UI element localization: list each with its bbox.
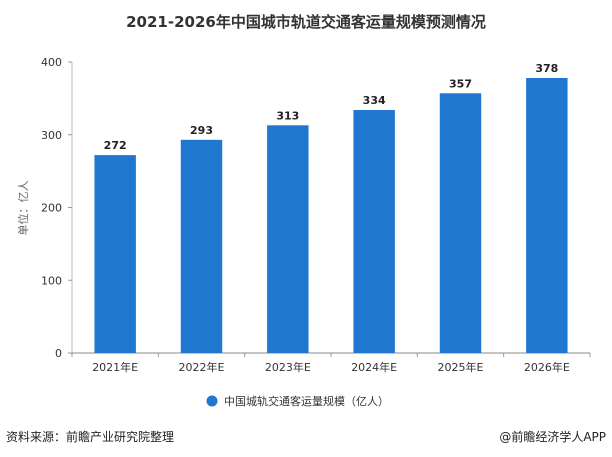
bar-value-label: 313 [276, 109, 299, 122]
x-tick-label: 2024年E [351, 360, 397, 374]
y-tick-label: 100 [41, 274, 62, 287]
bar-value-label: 378 [535, 62, 558, 75]
chart-title: 2021-2026年中国城市轨道交通客运量规模预测情况 [126, 13, 486, 31]
y-ticks: 0 100 200 300 400 [41, 56, 72, 360]
bar-value-label: 357 [449, 77, 472, 90]
bar [353, 110, 395, 353]
bar [94, 155, 136, 353]
y-tick-label: 300 [41, 129, 62, 142]
bar [526, 78, 568, 353]
x-tick-label: 2026年E [524, 360, 570, 374]
y-tick-label: 0 [55, 347, 62, 360]
x-tick-label: 2025年E [438, 360, 484, 374]
bar [180, 139, 223, 353]
y-tick-label: 400 [41, 56, 62, 69]
brand-credit: @前瞻经济学人APP [499, 430, 606, 444]
bar-value-label: 293 [190, 124, 213, 137]
bar-value-label: 334 [363, 94, 386, 107]
y-axis-label: 单位：亿人 [16, 181, 30, 236]
x-tick-label: 2023年E [265, 360, 311, 374]
bars: 272 293 313 334 357 378 [94, 62, 568, 353]
bar-value-label: 272 [104, 139, 127, 152]
bar [439, 93, 482, 353]
bar [267, 125, 309, 353]
legend-label: 中国城轨交通客运量规模（亿人） [224, 394, 389, 408]
x-ticks: 2021年E 2022年E 2023年E 2024年E 2025年E 2026年E [71, 353, 591, 374]
legend-marker [206, 395, 218, 407]
x-tick-label: 2022年E [179, 360, 225, 374]
source-note: 资料来源：前瞻产业研究院整理 [6, 430, 175, 444]
x-tick-label: 2021年E [92, 360, 138, 374]
y-tick-label: 200 [41, 202, 62, 215]
